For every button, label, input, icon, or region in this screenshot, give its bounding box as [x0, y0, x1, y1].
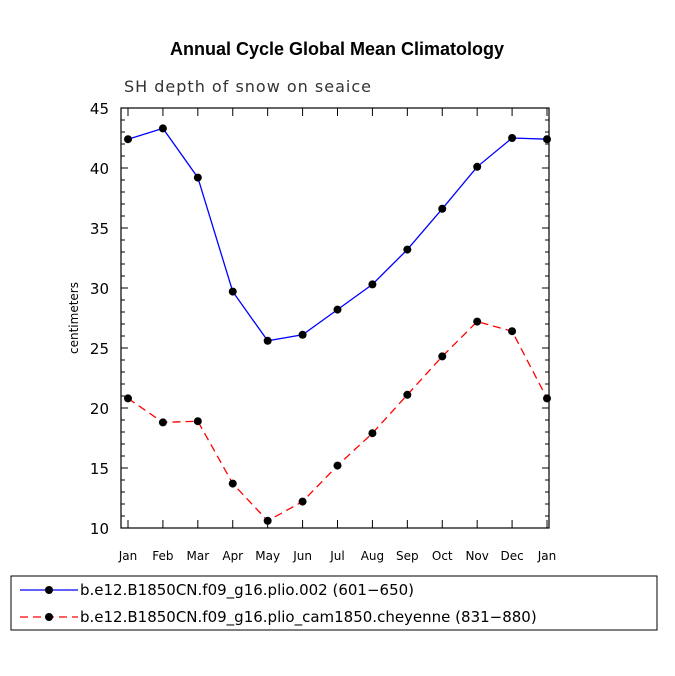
- x-tick-label: Mar: [187, 549, 210, 563]
- data-point: [158, 124, 167, 133]
- legend: b.e12.B1850CN.f09_g16.plio.002 (601−650)…: [20, 581, 537, 627]
- data-point: [403, 390, 412, 399]
- data-point: [263, 516, 272, 525]
- x-tick-label: Apr: [222, 549, 243, 563]
- data-point: [543, 394, 551, 403]
- legend-marker: [45, 613, 53, 621]
- data-point: [473, 317, 482, 326]
- y-tick-label: 45: [90, 100, 109, 118]
- data-point: [124, 135, 132, 144]
- x-tick-label: Jan: [118, 549, 138, 563]
- chart-subtitle: SH depth of snow on seaice: [124, 77, 372, 96]
- y-tick-label: 35: [90, 220, 109, 238]
- data-point: [333, 305, 342, 314]
- x-tick-label: Nov: [465, 549, 488, 563]
- y-tick-label: 20: [90, 400, 109, 418]
- data-point: [228, 479, 237, 488]
- series-line-1: [127, 320, 548, 522]
- plot-area: [120, 107, 550, 529]
- data-point: [124, 394, 132, 403]
- data-point: [193, 417, 202, 426]
- y-axis-label: centimeters: [67, 282, 81, 354]
- legend-label-0: b.e12.B1850CN.f09_g16.plio.002 (601−650): [80, 581, 414, 600]
- data-point: [333, 461, 342, 470]
- x-tick-label: Oct: [432, 549, 453, 563]
- data-point: [158, 418, 167, 427]
- legend-marker: [45, 586, 53, 594]
- y-tick-label: 25: [90, 340, 109, 358]
- data-point: [228, 287, 237, 296]
- data-point: [263, 336, 272, 345]
- data-point: [508, 134, 517, 142]
- legend-box: [10, 575, 658, 631]
- x-tick-label: Dec: [500, 549, 523, 563]
- data-point: [438, 352, 447, 361]
- x-tick-label: Jul: [329, 549, 344, 563]
- data-point: [368, 280, 377, 289]
- data-point: [193, 173, 202, 182]
- data-point: [473, 162, 482, 171]
- x-tick-label: Feb: [152, 549, 173, 563]
- series-layer: [124, 124, 551, 525]
- y-tick-label: 30: [90, 280, 109, 298]
- data-point: [368, 429, 377, 438]
- x-tick-label: May: [255, 549, 280, 563]
- data-point: [438, 204, 447, 213]
- y-axis: 10 15 20 25 30 35 40 45: [90, 100, 549, 538]
- x-tick-label: Sep: [396, 549, 419, 563]
- data-point: [508, 327, 517, 336]
- x-axis: Jan Feb Mar Apr May Jun Jul Aug Sep Oct Nov Dec Jan: [118, 108, 557, 563]
- legend-label-1: b.e12.B1850CN.f09_g16.plio_cam1850.cheye…: [80, 608, 537, 627]
- data-point: [543, 135, 551, 144]
- y-tick-label: 15: [90, 460, 109, 478]
- y-tick-label: 10: [90, 520, 109, 538]
- y-tick-label: 40: [90, 160, 109, 178]
- x-tick-label: Jan: [537, 549, 557, 563]
- x-tick-label: Aug: [361, 549, 384, 563]
- data-point: [298, 497, 307, 506]
- data-point: [298, 330, 307, 339]
- x-tick-label: Jun: [292, 549, 312, 563]
- chart-title: Annual Cycle Global Mean Climatology: [170, 39, 504, 59]
- data-point: [403, 245, 412, 254]
